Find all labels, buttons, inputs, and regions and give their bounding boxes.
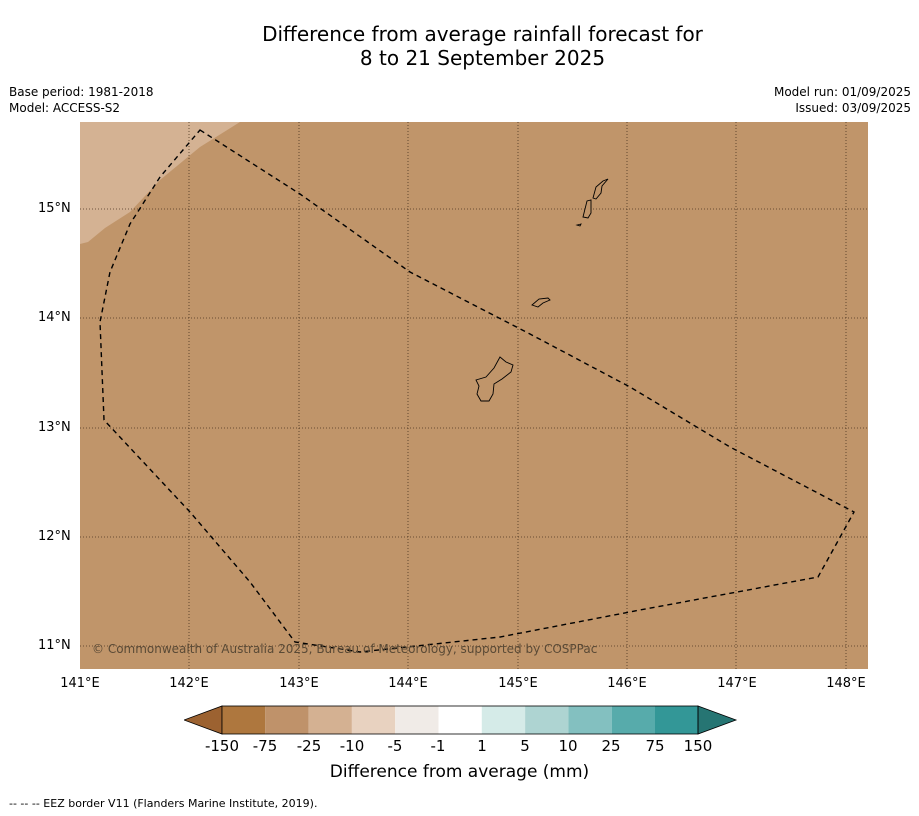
- cbar-tick-1: 1: [477, 737, 487, 755]
- islands: [475, 178, 609, 402]
- meta-left: Base period: 1981-2018 Model: ACCESS-S2: [9, 84, 154, 116]
- island-guam: [475, 356, 514, 402]
- cbar-tick-10: 10: [558, 737, 578, 755]
- lat-label-13: 13°N: [38, 420, 71, 435]
- model-run: Model run: 01/09/2025: [773, 85, 911, 99]
- island-rota: [531, 297, 551, 308]
- colorbar-bin-5: [395, 706, 439, 734]
- lat-label-12: 12°N: [38, 529, 71, 544]
- copyright-notice: © Commonwealth of Australia 2025, Bureau…: [92, 642, 598, 656]
- colorbar-bin-1: [222, 706, 266, 734]
- cbar-tick-m150: -150: [204, 737, 240, 755]
- cbar-tick-5: 5: [520, 737, 530, 755]
- lon-label-147: 147°E: [717, 676, 757, 691]
- cbar-tick-m75: -75: [252, 737, 278, 755]
- lat-label-14: 14°N: [38, 310, 71, 325]
- colorbar-bin-3: [308, 706, 352, 734]
- island-tinian: [582, 199, 592, 219]
- colorbar-bin-2: [265, 706, 309, 734]
- colorbar: [184, 705, 738, 735]
- eez-footnote: -- -- -- EEZ border V11 (Flanders Marine…: [9, 797, 318, 810]
- island-saipan: [592, 178, 609, 200]
- model-name: Model: ACCESS-S2: [9, 101, 121, 115]
- colorbar-extend-high: [697, 705, 738, 735]
- cbar-tick-150: 150: [683, 737, 713, 755]
- meta-right: Model run: 01/09/2025 Issued: 03/09/2025: [774, 84, 911, 116]
- chart-title: Difference from average rainfall forecas…: [0, 22, 919, 70]
- lon-label-144: 144°E: [388, 676, 428, 691]
- island-aguijan: [575, 223, 582, 227]
- cbar-tick-m1: -1: [430, 737, 446, 755]
- graticule: [80, 122, 868, 669]
- cbar-tick-75: 75: [645, 737, 665, 755]
- lat-label-11: 11°N: [38, 638, 71, 653]
- title-line-1: Difference from average rainfall forecas…: [262, 22, 703, 46]
- colorbar-bin-9: [568, 706, 612, 734]
- cbar-tick-25: 25: [601, 737, 621, 755]
- colorbar-bin-4: [351, 706, 396, 734]
- rainfall-map: [80, 122, 868, 669]
- colorbar-bin-10: [611, 706, 655, 734]
- cbar-tick-m10: -10: [339, 737, 365, 755]
- lon-label-142: 142°E: [169, 676, 209, 691]
- issued-date: Issued: 03/09/2025: [795, 101, 911, 115]
- colorbar-bin-8: [525, 706, 569, 734]
- lon-label-141: 141°E: [60, 676, 100, 691]
- light-anomaly-region: [80, 122, 240, 244]
- colorbar-bin-6: [438, 706, 482, 734]
- lon-label-148: 148°E: [826, 676, 866, 691]
- lon-label-143: 143°E: [279, 676, 319, 691]
- cbar-tick-m25: -25: [296, 737, 322, 755]
- base-period: Base period: 1981-2018: [9, 85, 154, 99]
- lon-label-146: 146°E: [607, 676, 647, 691]
- colorbar-title: Difference from average (mm): [329, 762, 590, 782]
- colorbar-extend-low: [184, 705, 223, 735]
- map-background: [80, 122, 868, 669]
- colorbar-bin-11: [655, 706, 698, 734]
- cbar-tick-m5: -5: [387, 737, 403, 755]
- lon-label-145: 145°E: [498, 676, 538, 691]
- eez-border: [99, 129, 855, 653]
- colorbar-bin-7: [481, 706, 526, 734]
- colorbar-frame: [221, 705, 699, 735]
- lat-label-15: 15°N: [38, 201, 71, 216]
- title-line-2: 8 to 21 September 2025: [359, 46, 606, 70]
